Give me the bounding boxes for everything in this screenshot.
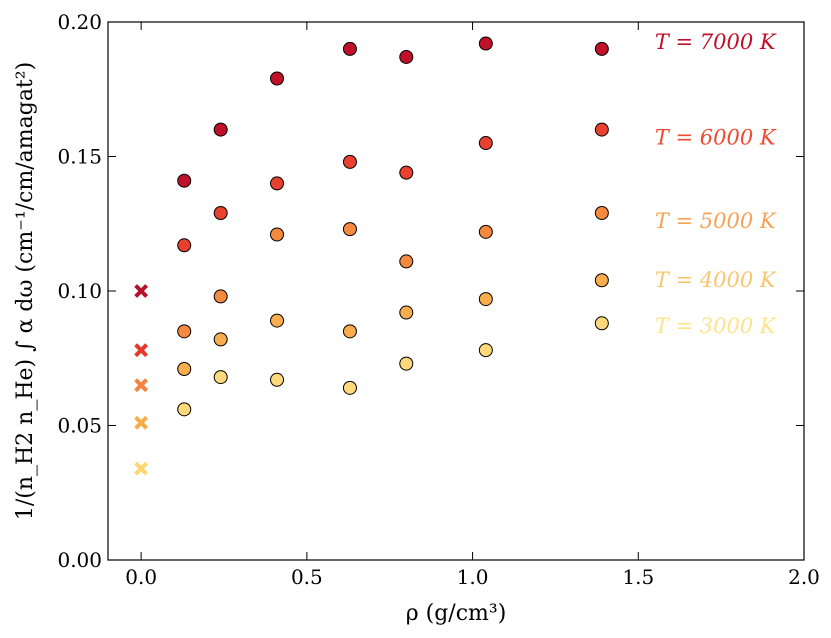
data-point [342, 324, 357, 339]
series-label: T = 7000 K [655, 30, 777, 54]
series-labels: T = 7000 K T = 6000 K T = 5000 K T = 4000 K… [655, 30, 777, 338]
data-point [399, 356, 414, 371]
y-axis-label: 1/(n_H2 n_He) ∫ α dω (cm⁻¹/cm/amagat²) [13, 62, 38, 520]
data-point [213, 289, 228, 304]
data-point [399, 165, 414, 180]
data-point [399, 49, 414, 64]
data-point [177, 324, 192, 339]
data-point [177, 173, 192, 188]
data-point [213, 205, 228, 220]
data-point [594, 205, 609, 220]
data-point [594, 122, 609, 137]
x-tick-label: 2.0 [788, 565, 820, 589]
zero-density-cross [134, 284, 149, 298]
zero-density-cross [134, 378, 149, 393]
x-tick-label: 1.0 [457, 565, 489, 589]
data-point [270, 313, 285, 328]
data-point [594, 273, 609, 288]
data-point [177, 402, 192, 417]
series-label: T = 4000 K [655, 268, 777, 292]
y-tick-label: 0.10 [57, 279, 102, 303]
data-point [478, 292, 493, 307]
data-point [399, 305, 414, 320]
zero-density-cross [134, 343, 149, 358]
x-tick-label: 1.5 [622, 565, 654, 589]
data-point [270, 227, 285, 242]
series-label: T = 3000 K [655, 314, 777, 338]
y-tick-label: 0.00 [57, 548, 102, 572]
data-point [213, 332, 228, 347]
data-point [270, 71, 285, 86]
y-tick-label: 0.05 [57, 414, 102, 438]
x-tick-label: 0.5 [291, 565, 323, 589]
data-point [213, 122, 228, 137]
series-label: T = 6000 K [655, 126, 777, 150]
data-point [478, 136, 493, 151]
data-point [594, 41, 609, 56]
data-point [399, 254, 414, 269]
y-tick-label: 0.15 [57, 145, 102, 169]
x-axis-label: ρ (g/cm³) [406, 601, 507, 626]
zero-density-cross [134, 415, 149, 430]
data-point [177, 362, 192, 377]
data-point [270, 176, 285, 191]
data-point [478, 224, 493, 239]
data-point [478, 343, 493, 358]
data-point [342, 222, 357, 237]
data-point [594, 316, 609, 331]
zero-density-cross [134, 461, 149, 476]
y-tick-label: 0.20 [57, 10, 102, 34]
x-tick-label: 0.0 [125, 565, 157, 589]
markers [134, 36, 609, 476]
data-point [478, 36, 493, 51]
data-point [342, 380, 357, 395]
ticks: 0.0 0.5 1.0 1.5 2.0 0.00 0.05 0.10 0.15 0.20 [57, 10, 819, 589]
data-point [177, 238, 192, 253]
data-point [213, 370, 228, 385]
data-point [342, 154, 357, 169]
data-point [270, 372, 285, 387]
data-point [342, 41, 357, 56]
series-label: T = 5000 K [655, 209, 777, 233]
